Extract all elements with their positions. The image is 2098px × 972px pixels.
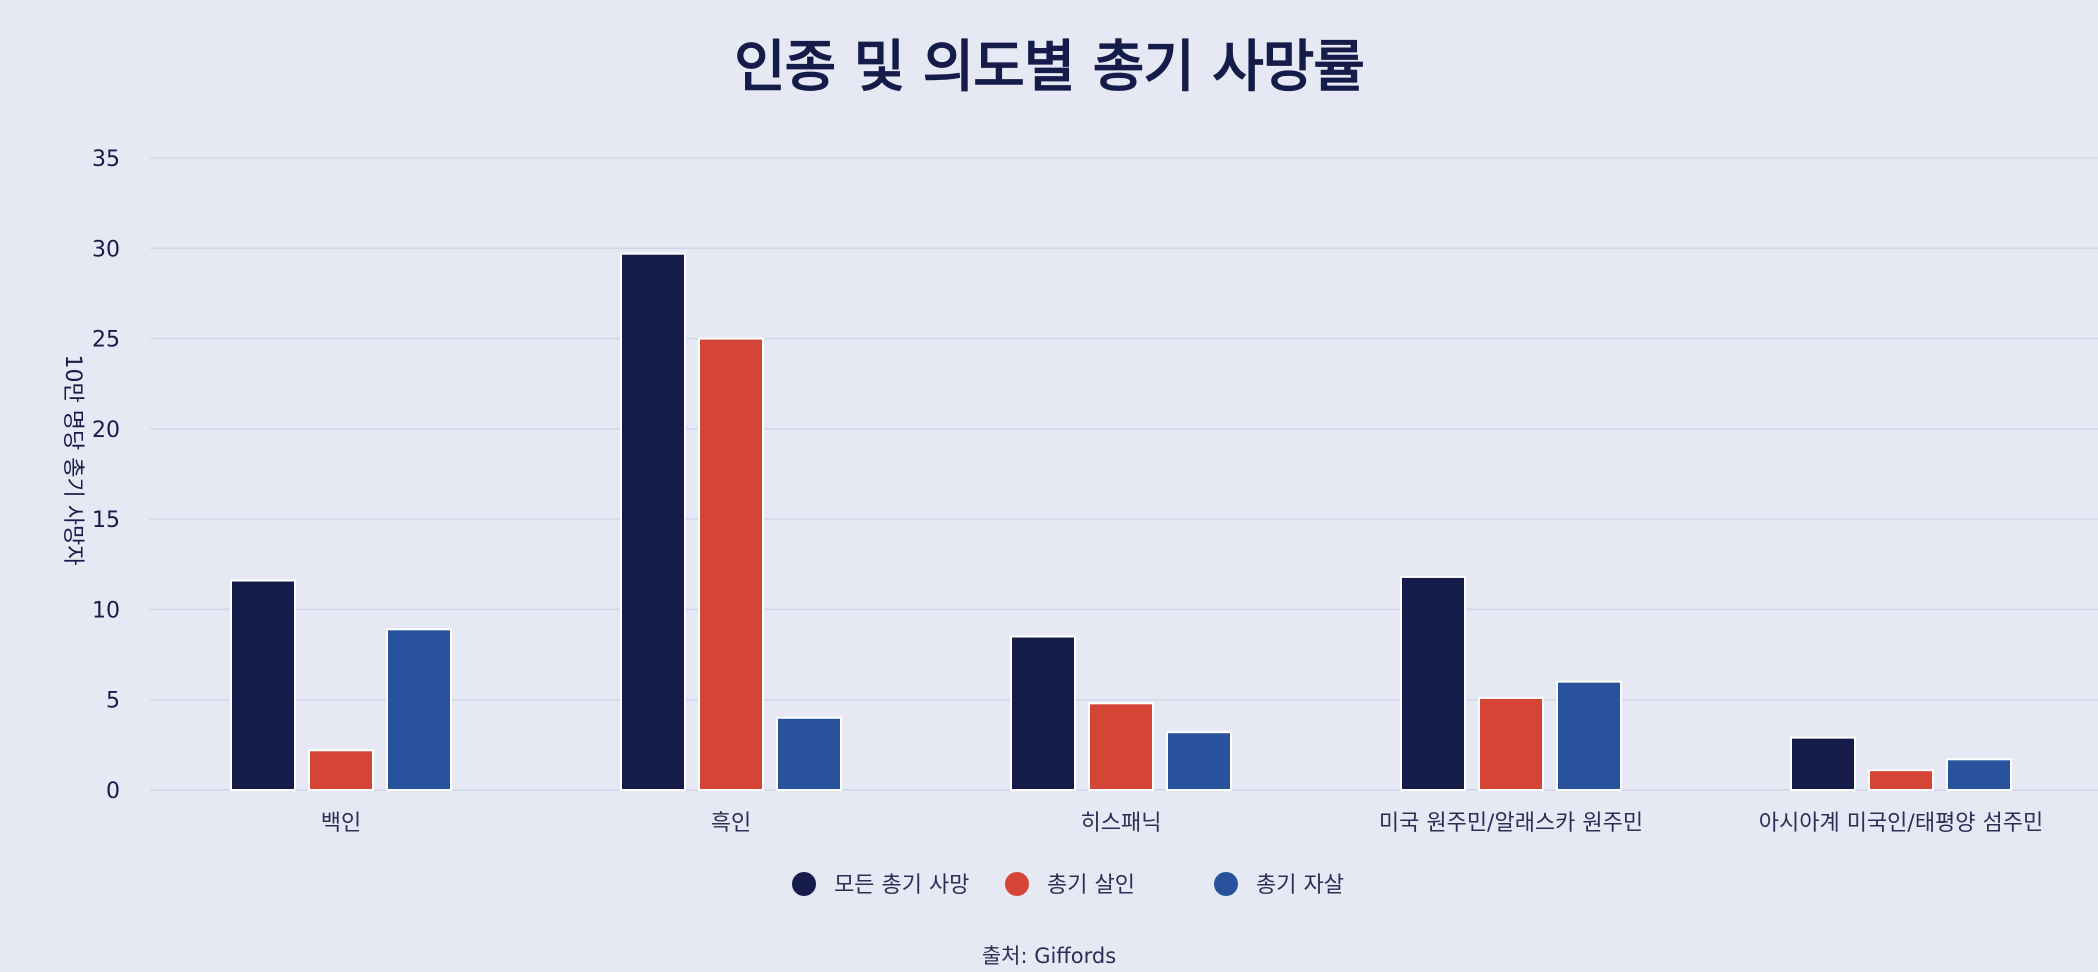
legend-marker xyxy=(1005,872,1029,896)
x-tick-label: 흑인 xyxy=(711,811,751,836)
source-note: 출처: Giffords xyxy=(981,944,1117,968)
y-tick-label: 25 xyxy=(92,328,120,353)
bar xyxy=(1790,736,1856,791)
y-tick-label: 15 xyxy=(92,508,120,533)
bar xyxy=(620,252,686,791)
x-axis-ticks: 백인 흑인 히스패닉 미국 원주민/알래스카 원주민 아시아계 미국인/태평양 섬주민 xyxy=(321,811,2044,836)
y-axis-ticks: 0 5 10 15 20 25 30 35 xyxy=(92,147,120,804)
bar xyxy=(698,337,764,791)
bars xyxy=(230,252,2012,792)
y-tick-label: 0 xyxy=(106,779,120,804)
legend-label: 총기 살인 xyxy=(1047,873,1135,898)
legend: 모든 총기 사망 총기 살인 총기 자살 xyxy=(792,872,1344,898)
bar xyxy=(308,749,374,792)
bar xyxy=(1166,731,1232,792)
y-tick-label: 35 xyxy=(92,147,120,172)
y-tick-label: 20 xyxy=(92,418,120,443)
legend-item: 모든 총기 사망 xyxy=(792,872,969,898)
bar xyxy=(776,716,842,791)
x-tick-label: 백인 xyxy=(321,811,361,836)
bar xyxy=(1478,696,1544,791)
bar xyxy=(1868,769,1934,792)
x-tick-label: 아시아계 미국인/태평양 섬주민 xyxy=(1759,811,2044,836)
bar xyxy=(386,628,452,792)
legend-item: 총기 살인 xyxy=(1005,872,1135,898)
bar xyxy=(230,579,296,792)
legend-marker xyxy=(792,872,816,896)
legend-label: 모든 총기 사망 xyxy=(834,873,969,898)
bar xyxy=(1400,575,1466,791)
y-tick-label: 10 xyxy=(92,598,120,623)
y-tick-label: 5 xyxy=(106,689,120,714)
y-tick-label: 30 xyxy=(92,237,120,262)
bar xyxy=(1088,702,1154,792)
bar xyxy=(1556,680,1622,792)
chart-title: 인종 및 의도별 총기 사망률 xyxy=(734,35,1365,100)
bar xyxy=(1010,635,1076,791)
bar xyxy=(1946,758,2012,791)
y-axis-label: 10만 명당 총기 사망자 xyxy=(60,355,85,566)
x-tick-label: 히스패닉 xyxy=(1081,811,1162,836)
legend-label: 총기 자살 xyxy=(1256,873,1344,898)
x-tick-label: 미국 원주민/알래스카 원주민 xyxy=(1379,811,1643,836)
legend-marker xyxy=(1214,872,1238,896)
legend-item: 총기 자살 xyxy=(1214,872,1344,898)
gridlines xyxy=(150,157,2098,791)
